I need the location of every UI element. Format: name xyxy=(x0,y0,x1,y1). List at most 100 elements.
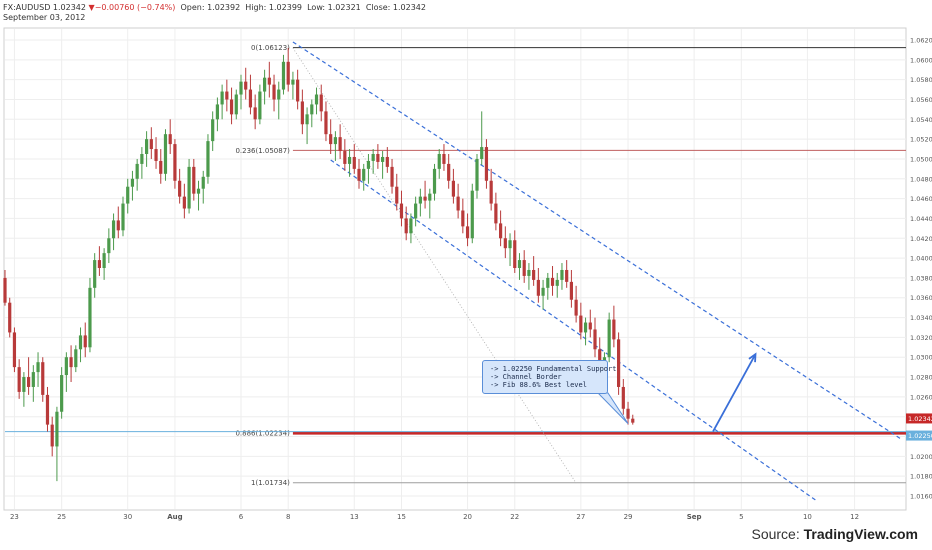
close-label: Close: xyxy=(365,3,391,12)
y-tick-label: 1.02800 xyxy=(910,374,932,382)
candle-down xyxy=(569,281,573,300)
candle-down xyxy=(447,163,451,181)
projection-arrow-shaft xyxy=(712,353,757,432)
x-tick-label: 23 xyxy=(10,513,19,521)
candle-up xyxy=(88,287,92,348)
candle-up xyxy=(215,104,219,120)
y-tick-label: 1.03200 xyxy=(910,334,932,342)
candle-up xyxy=(517,260,522,268)
candle-down xyxy=(343,151,347,164)
x-tick-label: 15 xyxy=(397,513,406,521)
channel-lower-line xyxy=(330,159,818,502)
candle-down xyxy=(574,299,578,316)
candle-up xyxy=(239,81,243,95)
fib-level-label: 0.886(1.02234) xyxy=(235,430,290,438)
last-price: 1.02342 xyxy=(52,3,86,12)
trend-lines xyxy=(292,41,903,502)
candle-up xyxy=(74,349,78,368)
candle-down xyxy=(489,180,493,204)
annotation-callout[interactable]: -> 1.02250 Fundamental Support -> Channe… xyxy=(482,360,616,394)
candle-down xyxy=(456,196,460,211)
candle-up xyxy=(480,147,484,159)
candle-up xyxy=(145,139,149,154)
candle-up xyxy=(60,375,64,412)
candle-up xyxy=(414,203,418,219)
candle-down xyxy=(352,156,356,169)
candle-down xyxy=(399,203,404,219)
candle-down xyxy=(159,160,163,174)
y-tick-label: 1.04400 xyxy=(910,215,932,223)
high-label: High: xyxy=(245,3,267,12)
channel-upper-line xyxy=(292,41,903,440)
candle-down xyxy=(116,220,120,231)
candle-up xyxy=(281,61,286,90)
candle-down xyxy=(248,89,253,108)
candle-down xyxy=(617,339,621,387)
candle-up xyxy=(475,158,479,191)
x-tick-label: 22 xyxy=(510,513,519,521)
projection-arrow-head xyxy=(748,352,757,363)
candle-up xyxy=(418,196,422,204)
candle-up xyxy=(93,260,97,288)
x-tick-label: Aug xyxy=(167,513,182,521)
candle-up xyxy=(470,190,474,239)
low-label: Low: xyxy=(307,3,326,12)
candle-up xyxy=(314,94,319,105)
x-tick-label: 27 xyxy=(576,513,585,521)
candle-down xyxy=(182,196,186,209)
candle-up xyxy=(310,104,314,115)
price-badge-bg xyxy=(906,430,932,441)
candle-up xyxy=(541,287,545,296)
grid xyxy=(5,29,906,509)
candle-up xyxy=(64,357,68,376)
close-value: 1.02342 xyxy=(392,3,426,12)
source-name: TradingView.com xyxy=(803,526,918,542)
candle-down xyxy=(229,99,234,115)
candle-up xyxy=(36,362,40,373)
candle-up xyxy=(130,178,135,187)
candle-up xyxy=(121,203,125,231)
x-tick-label: 20 xyxy=(463,513,472,521)
candle-up xyxy=(409,218,413,234)
chart-date: September 03, 2012 xyxy=(3,13,86,22)
symbol: FX:AUDUSD xyxy=(3,3,51,12)
source-prefix: Source: xyxy=(751,526,804,542)
candle-down xyxy=(17,367,21,392)
callout-line-2: -> Channel Border xyxy=(490,373,562,381)
candle-down xyxy=(532,269,536,280)
candle-down xyxy=(45,394,50,425)
y-tick-label: 1.05600 xyxy=(910,96,932,104)
y-tick-label: 1.05400 xyxy=(910,116,932,124)
y-tick-label: 1.06200 xyxy=(910,37,932,45)
candle-up xyxy=(22,377,26,392)
candle-up xyxy=(583,322,588,333)
candle-down xyxy=(404,218,408,234)
candles xyxy=(3,47,635,482)
candle-up xyxy=(187,166,191,209)
candle-down xyxy=(631,418,635,423)
candle-down xyxy=(385,156,389,167)
x-tick-label: 6 xyxy=(239,513,244,521)
candle-up xyxy=(437,154,441,169)
candle-down xyxy=(494,203,498,224)
candle-up xyxy=(111,220,116,239)
candle-up xyxy=(371,154,375,161)
price-badge-label: 1.02250 xyxy=(908,432,932,440)
fib-level-label: 1(1.01734) xyxy=(251,479,290,487)
candle-down xyxy=(300,101,304,125)
candle-up xyxy=(333,137,337,145)
candle-down xyxy=(376,154,380,162)
candle-down xyxy=(319,94,323,112)
x-tick-label: 8 xyxy=(286,513,290,521)
candle-down xyxy=(8,302,12,333)
candle-down xyxy=(565,269,569,282)
low-value: 1.02321 xyxy=(327,3,361,12)
x-tick-label: 29 xyxy=(624,513,633,521)
y-tick-label: 1.03400 xyxy=(910,314,932,322)
candle-down xyxy=(324,111,328,135)
candle-down xyxy=(296,79,300,102)
candle-down xyxy=(69,357,73,368)
candle-down xyxy=(83,335,87,348)
candle-down xyxy=(338,137,342,152)
